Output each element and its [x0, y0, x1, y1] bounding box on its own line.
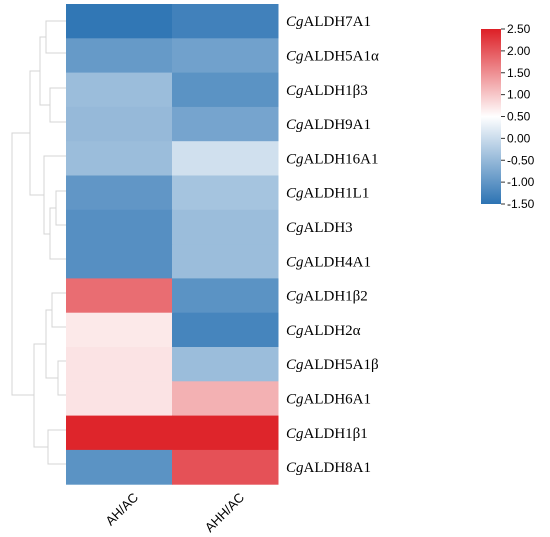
row-dendrogram	[11, 20, 66, 465]
row-label: CgALDH4A1	[286, 254, 371, 270]
row-label: CgALDH8A1	[286, 460, 371, 476]
colorbar-tick-label: -0.50	[507, 153, 535, 167]
heatmap-cell	[172, 4, 279, 39]
heatmap-cell	[172, 106, 279, 142]
heatmap-cell	[66, 38, 173, 74]
heatmap-cell	[172, 141, 279, 176]
heatmap-cell	[172, 175, 279, 211]
row-label: CgALDH1β1	[286, 426, 368, 442]
heatmap-cell	[66, 72, 173, 108]
heatmap-cell	[66, 278, 173, 314]
heatmap-cell	[66, 141, 173, 176]
row-label: CgALDH2α	[286, 323, 361, 339]
column-labels: AH/AC AHH/AC	[102, 490, 247, 535]
heatmap-cell	[66, 106, 173, 142]
row-labels: CgALDH7A1 CgALDH5A1α CgALDH1β3 CgALDH9A1 CgA…	[286, 14, 379, 476]
heatmap-cell	[172, 244, 279, 279]
row-label: CgALDH7A1	[286, 14, 371, 30]
heatmap-cell	[172, 449, 279, 485]
column-label: AHH/AC	[202, 490, 247, 535]
colorbar-tick-label: 0.00	[507, 131, 531, 145]
colorbar-tick-label: 2.00	[507, 44, 531, 58]
heatmap-cell	[172, 312, 279, 348]
heatmap-cell	[172, 415, 279, 451]
colorbar-tick-label: 0.50	[507, 110, 531, 124]
heatmap-cell	[172, 209, 279, 245]
color-scale-legend: 2.50 2.00 1.50 1.00 0.50 0.00 -0.50 -1.00 -1.50	[481, 22, 535, 211]
colorbar-gradient	[481, 29, 501, 204]
colorbar-tick-label: 1.50	[507, 66, 531, 80]
heatmap-cell	[172, 72, 279, 108]
colorbar-tick-label: -1.50	[507, 197, 535, 211]
row-label: CgALDH1β3	[286, 83, 368, 99]
colorbar-tick-label: -1.00	[507, 175, 535, 189]
column-label: AH/AC	[102, 490, 141, 529]
colorbar-tick-label: 2.50	[507, 22, 531, 36]
heatmap-cell	[66, 381, 173, 417]
row-label: CgALDH1L1	[286, 186, 369, 202]
row-label: CgALDH9A1	[286, 117, 371, 133]
heatmap-cell	[172, 278, 279, 314]
heatmap-cell	[172, 381, 279, 417]
heatmap-cell	[66, 209, 173, 245]
row-label: CgALDH6A1	[286, 391, 371, 407]
heatmap-cell	[172, 38, 279, 74]
row-label: CgALDH16A1	[286, 151, 379, 167]
row-label: CgALDH5A1α	[286, 48, 379, 64]
heatmap-cell	[172, 347, 279, 382]
heatmap-cell	[66, 449, 173, 485]
row-label: CgALDH5A1β	[286, 357, 379, 373]
heatmap-cell	[66, 312, 173, 348]
row-label: CgALDH1β2	[286, 289, 368, 305]
row-label: CgALDH3	[286, 220, 353, 236]
colorbar-ticks: 2.50 2.00 1.50 1.00 0.50 0.00 -0.50 -1.00 -1.50	[501, 22, 535, 211]
heatmap-cell	[66, 244, 173, 279]
heatmap-cell	[66, 175, 173, 211]
heatmap-cells	[66, 4, 279, 485]
heatmap-cell	[66, 347, 173, 382]
heatmap-cell	[66, 415, 173, 451]
colorbar-tick-label: 1.00	[507, 88, 531, 102]
heatmap-cell	[66, 4, 173, 39]
